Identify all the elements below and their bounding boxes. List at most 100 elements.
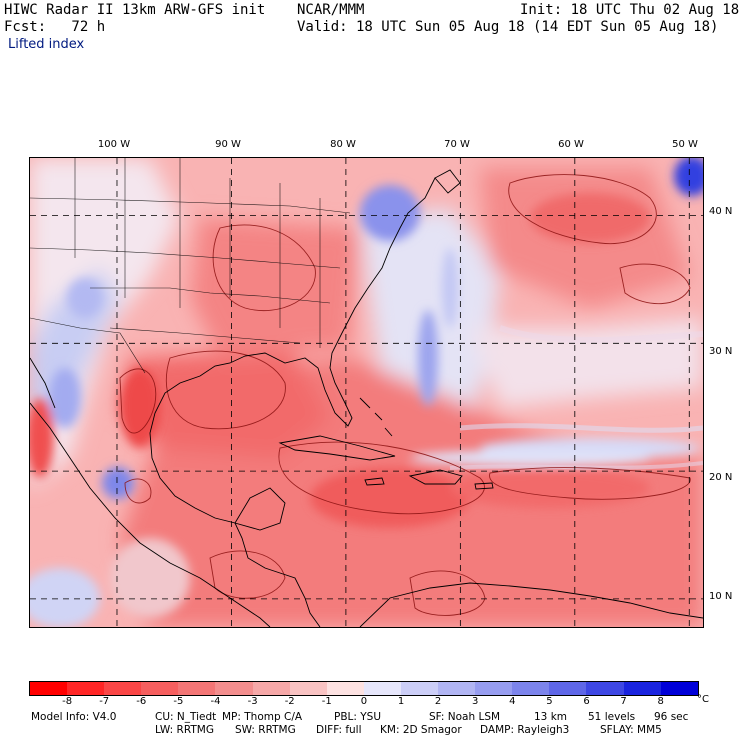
colorbar-tick-label: -2 <box>284 696 295 707</box>
colorbar-segment <box>586 682 624 695</box>
field-neutral-sw-corner <box>30 568 100 627</box>
map-canvas <box>30 158 703 627</box>
valid-time: Valid: 18 UTC Sun 05 Aug 18 (14 EDT Sun … <box>297 19 719 35</box>
colorbar-segment <box>438 682 476 695</box>
contour-10 <box>124 478 152 504</box>
colorbar-unit: °C <box>697 694 709 705</box>
lon-label-80w: 80 W <box>330 139 356 150</box>
colorbar-tick-label: -1 <box>321 696 332 707</box>
field-streak-1 <box>499 325 703 344</box>
field-core-texas <box>120 368 160 448</box>
institution-label: NCAR/MMM <box>297 2 365 18</box>
coast-cuba <box>278 435 396 461</box>
colorbar-tick-label: 4 <box>509 696 516 707</box>
colorbar-tick-label: -6 <box>136 696 147 707</box>
colorbar-tick-label: 2 <box>434 696 442 707</box>
field-blue-northeast-us <box>360 185 420 241</box>
lon-label-70w: 70 W <box>444 139 470 150</box>
contour-5 <box>489 467 691 500</box>
contour-6 <box>508 174 657 245</box>
footer-pbl: PBL: YSU <box>334 711 382 723</box>
lon-label-60w: 60 W <box>558 139 584 150</box>
field-blobs-fine <box>30 158 703 627</box>
colorbar-segment <box>289 682 327 695</box>
colorbar-tick-label: -7 <box>99 696 110 707</box>
field-blue-band-mid <box>410 450 650 466</box>
field-core-nw-atl <box>530 193 650 243</box>
model-title: HIWC Radar II 13km ARW-GFS init <box>4 2 266 18</box>
footer-cu: CU: N_Tiedt <box>155 711 217 723</box>
coast-jamaica <box>364 477 385 486</box>
footer-damp: DAMP: Rayleigh3 <box>480 724 570 736</box>
colorbar-segment <box>512 682 550 695</box>
state-line-1 <box>30 197 351 214</box>
colorbar-tick-label: -3 <box>247 696 258 707</box>
footer-sf: SF: Noah LSM <box>429 711 501 723</box>
field-blue-west-a <box>49 368 81 428</box>
colorbar-tick-label: 0 <box>360 696 368 707</box>
footer-sflay: SFLAY: MM5 <box>600 724 662 736</box>
field-name: Lifted index <box>8 37 85 52</box>
contour-4 <box>278 441 485 515</box>
colorbar-segment <box>549 682 587 695</box>
field-blue-mexico <box>102 467 134 499</box>
footer-sw: SW: RRTMG <box>235 724 296 736</box>
colorbar-segment <box>660 682 698 695</box>
init-time: Init: 18 UTC Thu 02 Aug 18 <box>520 2 740 18</box>
contour-3 <box>212 224 316 312</box>
field-core-west-mex <box>30 398 54 478</box>
colorbar-segment <box>326 682 364 695</box>
contour-7 <box>409 570 486 616</box>
colorbar-segment <box>623 682 661 695</box>
colorbar-tick-label: -5 <box>173 696 184 707</box>
colorbar-segment <box>67 682 105 695</box>
coast-pacific-mexico <box>30 402 271 627</box>
coast-east-us <box>149 177 436 627</box>
field-neutral-pacific <box>110 538 190 618</box>
field-se-us-neg <box>190 218 360 358</box>
lon-label-50w: 50 W <box>672 139 698 150</box>
footer-lw: LW: RRTMG <box>155 724 214 736</box>
footer-resolution: 13 km <box>534 711 568 723</box>
colorbar-tick-label: 7 <box>620 696 627 707</box>
colorbar-segment <box>178 682 216 695</box>
lon-label-100w: 100 W <box>97 139 131 150</box>
field-streak-2 <box>459 423 703 433</box>
coast-hispaniola <box>408 469 463 485</box>
forecast-hour: Fcst: 72 h <box>4 19 106 35</box>
state-line-4 <box>90 287 331 304</box>
colorbar-segment <box>141 682 179 695</box>
coast-south-america <box>359 582 703 627</box>
contour-8 <box>209 550 286 599</box>
colorbar-tick-label: 8 <box>657 696 664 707</box>
coast-yucatan <box>234 487 286 531</box>
coast-bahamas <box>359 397 393 437</box>
footer-model-info: Model Info: V4.0 <box>31 711 117 723</box>
lat-label-30n: 30 N <box>709 346 733 357</box>
colorbar-segment <box>104 682 142 695</box>
colorbar-segment <box>475 682 513 695</box>
colorbar-segment <box>215 682 253 695</box>
colorbar-segment <box>400 682 439 695</box>
coast-baja <box>30 357 56 409</box>
contour-2 <box>165 350 286 430</box>
field-blue-atl-stripe-b <box>442 248 458 328</box>
field-blue-se-corner <box>674 158 703 196</box>
footer-diff: DIFF: full <box>316 724 362 736</box>
footer-mp: MP: Thomp C/A <box>222 711 303 723</box>
colorbar-tick-label: 3 <box>472 696 479 707</box>
colorbar-tick-label: 6 <box>583 696 590 707</box>
state-line-3 <box>74 158 321 348</box>
footer-levels: 51 levels <box>588 711 636 723</box>
footer-km: KM: 2D Smagor <box>380 724 462 736</box>
lat-label-40n: 40 N <box>709 206 733 217</box>
lat-label-20n: 20 N <box>709 472 733 483</box>
field-contours <box>119 174 691 616</box>
field-gulf-neg <box>120 348 330 458</box>
colorbar-segment <box>30 682 68 695</box>
colorbar <box>29 681 699 696</box>
state-line-5 <box>109 327 301 344</box>
footer-timestep: 96 sec <box>654 711 689 723</box>
field-blue-atl-stripe-a <box>418 310 438 406</box>
latlon-grid <box>30 158 703 627</box>
